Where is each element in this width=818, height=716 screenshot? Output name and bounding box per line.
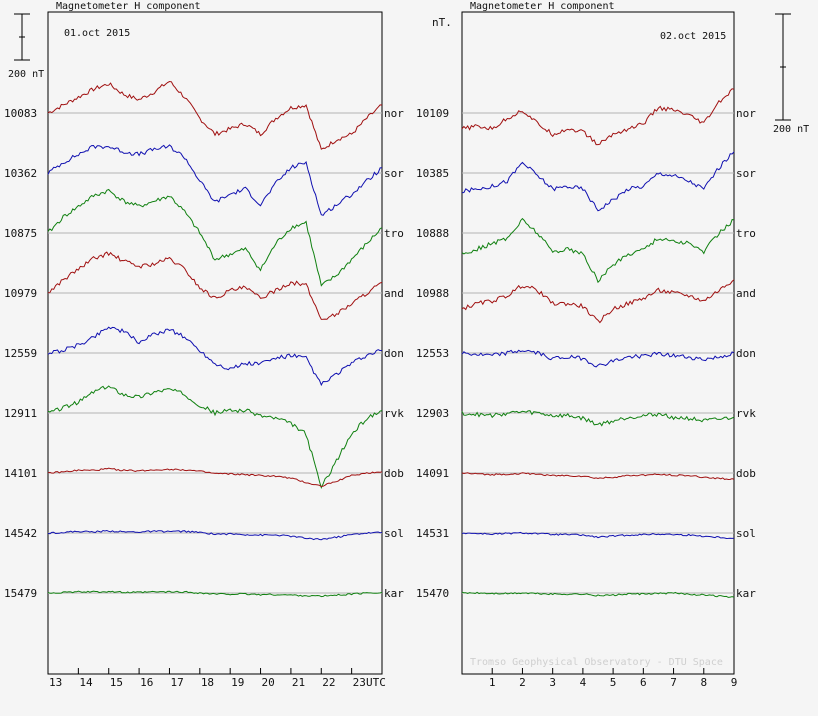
station-code-and-right: and <box>736 287 756 300</box>
baseline-value-sol-right: 14531 <box>416 527 449 540</box>
baseline-value-tro-left: 10875 <box>4 227 37 240</box>
series-line-sol-right <box>461 531 735 540</box>
baseline-value-sol-left: 14542 <box>4 527 37 540</box>
baseline-value-and-left: 10979 <box>4 287 37 300</box>
x-tick-label-left-16: 16 <box>140 676 153 689</box>
x-tick-label-left-21: 21 <box>292 676 305 689</box>
series-line-sol-left <box>47 529 383 541</box>
date-right: 02.oct 2015 <box>660 31 726 42</box>
x-tick-label-right-4: 4 <box>580 676 587 689</box>
units-right: nT. <box>432 16 452 29</box>
x-tick-label-left-17: 17 <box>170 676 183 689</box>
station-code-kar-left: kar <box>384 587 404 600</box>
baseline-value-dob-right: 14091 <box>416 467 449 480</box>
header-left: Magnetometer H component <box>56 1 201 12</box>
x-tick-label-right-5: 5 <box>610 676 617 689</box>
baseline-value-sor-right: 10385 <box>416 167 449 180</box>
x-tick-label-left-19: 19 <box>231 676 244 689</box>
series-line-kar-left <box>47 590 383 598</box>
station-code-sor-left: sor <box>384 167 404 180</box>
series-line-nor-right <box>461 88 735 146</box>
series-line-rvk-right <box>461 410 735 427</box>
series-line-and-right <box>461 279 735 324</box>
station-code-don-right: don <box>736 347 756 360</box>
scale-label-right: 200 nT <box>773 124 809 135</box>
x-tick-label-right-8: 8 <box>700 676 707 689</box>
baseline-value-kar-left: 15479 <box>4 587 37 600</box>
series-line-nor-left <box>47 80 383 150</box>
x-tick-label-right-3: 3 <box>549 676 556 689</box>
x-tick-label-left-20: 20 <box>262 676 275 689</box>
baseline-value-don-right: 12553 <box>416 347 449 360</box>
baseline-value-nor-left: 10083 <box>4 107 37 120</box>
station-code-tro-left: tro <box>384 227 404 240</box>
x-unit-label: UTC <box>366 676 386 689</box>
station-code-nor-left: nor <box>384 107 404 120</box>
series-line-tro-left <box>47 188 383 287</box>
x-tick-label-right-6: 6 <box>640 676 647 689</box>
baseline-value-rvk-right: 12903 <box>416 407 449 420</box>
station-code-sol-left: sol <box>384 527 404 540</box>
header-right: Magnetometer H component <box>470 1 615 12</box>
baseline-value-don-left: 12559 <box>4 347 37 360</box>
baseline-value-nor-right: 10109 <box>416 107 449 120</box>
series-line-don-left <box>47 326 383 387</box>
station-code-rvk-left: rvk <box>384 407 404 420</box>
x-tick-label-left-14: 14 <box>79 676 93 689</box>
baseline-value-kar-right: 15470 <box>416 587 449 600</box>
scale-bar-left <box>14 13 30 61</box>
date-left: 01.oct 2015 <box>64 28 130 39</box>
series-line-don-right <box>461 349 735 368</box>
plot-frame-left <box>47 11 383 675</box>
plot-frame-right <box>461 11 735 675</box>
series-line-sor-left <box>47 144 383 216</box>
series-line-dob-right <box>461 472 735 481</box>
x-tick-label-right-7: 7 <box>670 676 677 689</box>
station-code-and-left: and <box>384 287 404 300</box>
station-code-rvk-right: rvk <box>736 407 756 420</box>
x-tick-label-left-18: 18 <box>201 676 214 689</box>
x-tick-label-right-1: 1 <box>489 676 496 689</box>
x-tick-label-left-13: 13 <box>49 676 62 689</box>
station-code-kar-right: kar <box>736 587 756 600</box>
x-tick-label-left-15: 15 <box>110 676 123 689</box>
x-tick-label-right-9: 9 <box>731 676 738 689</box>
station-code-sol-right: sol <box>736 527 756 540</box>
station-code-dob-left: dob <box>384 467 404 480</box>
station-code-sor-right: sor <box>736 167 756 180</box>
baseline-value-and-right: 10988 <box>416 287 449 300</box>
station-code-dob-right: dob <box>736 467 756 480</box>
baseline-value-sor-left: 10362 <box>4 167 37 180</box>
x-tick-label-left-23: 23 <box>353 676 366 689</box>
x-tick-label-right-2: 2 <box>519 676 526 689</box>
series-line-and-left <box>47 251 383 320</box>
scale-bar-right <box>775 13 791 121</box>
series-line-dob-left <box>47 467 383 488</box>
series-line-tro-right <box>461 217 735 284</box>
series-line-kar-right <box>461 591 735 598</box>
series-line-sor-right <box>461 151 735 212</box>
credit-text: Tromso Geophysical Observatory - DTU Spa… <box>470 657 723 668</box>
scale-label-left: 200 nT <box>8 69 44 80</box>
baseline-value-rvk-left: 12911 <box>4 407 37 420</box>
station-code-nor-right: nor <box>736 107 756 120</box>
station-code-tro-right: tro <box>736 227 756 240</box>
x-tick-label-left-22: 22 <box>322 676 335 689</box>
baseline-value-dob-left: 14101 <box>4 467 37 480</box>
baseline-value-tro-right: 10888 <box>416 227 449 240</box>
station-code-don-left: don <box>384 347 404 360</box>
series-line-rvk-left <box>47 385 383 489</box>
